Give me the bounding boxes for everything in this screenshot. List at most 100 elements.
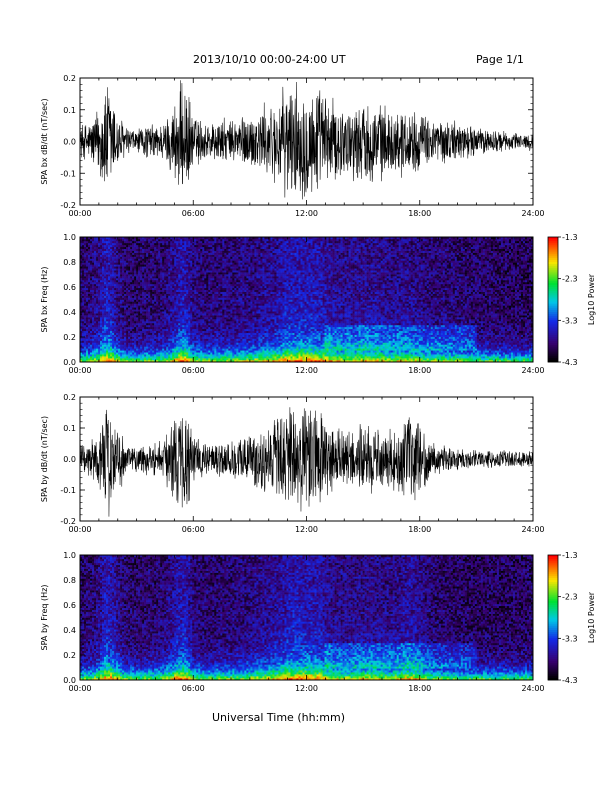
spectrogram-cell [122, 241, 124, 243]
spectrogram-cell [108, 315, 110, 317]
spectrogram-cell [204, 247, 206, 249]
spectrogram-cell [140, 352, 142, 354]
spectrogram-cell [116, 282, 118, 284]
spectrogram-cell [102, 317, 104, 319]
spectrogram-cell [192, 327, 194, 329]
spectrogram-cell [172, 325, 174, 327]
spectrogram-cell [156, 339, 158, 341]
spectrogram-cell [88, 270, 90, 272]
spectrogram-cell [132, 317, 134, 319]
spectrogram-cell [100, 247, 102, 249]
spectrogram-cell [82, 272, 84, 274]
spectrogram-cell [118, 301, 120, 303]
spectrogram-cell [130, 247, 132, 249]
spectrogram-cell [102, 249, 104, 251]
spectrogram-cell [90, 255, 92, 257]
spectrogram-cell [228, 311, 230, 313]
spectrogram-cell [98, 262, 100, 264]
spectrogram-cell [186, 348, 188, 350]
spectrogram-cell [142, 323, 144, 325]
spectrogram-cell [130, 358, 132, 360]
spectrogram-cell [94, 329, 96, 331]
spectrogram-cell [130, 243, 132, 245]
spectrogram-cell [202, 239, 204, 241]
spectrogram-cell [222, 298, 224, 300]
spectrogram-cell [108, 331, 110, 333]
spectrogram-cell [202, 325, 204, 327]
spectrogram-cell [136, 317, 138, 319]
spectrogram-cell [164, 286, 166, 288]
spectrogram-cell [230, 251, 232, 253]
spectrogram-cell [156, 262, 158, 264]
spectrogram-cell [178, 323, 180, 325]
spectrogram-cell [104, 327, 106, 329]
spectrogram-cell [168, 282, 170, 284]
spectrogram-cell [90, 344, 92, 346]
spectrogram-cell [168, 307, 170, 309]
spectrogram-cell [156, 327, 158, 329]
spectrogram-cell [148, 309, 150, 311]
spectrogram-cell [196, 305, 198, 307]
spectrogram-cell [118, 311, 120, 313]
spectrogram-cell [154, 317, 156, 319]
spectrogram-cell [214, 305, 216, 307]
spectrogram-cell [116, 319, 118, 321]
spectrogram-cell [184, 329, 186, 331]
spectrogram-cell [192, 253, 194, 255]
spectrogram-cell [150, 286, 152, 288]
spectrogram-cell [124, 264, 126, 266]
spectrogram-cell [174, 354, 176, 356]
spectrogram-cell [204, 323, 206, 325]
spectrogram-cell [190, 272, 192, 274]
spectrogram-cell [154, 245, 156, 247]
spectrogram-cell [114, 294, 116, 296]
spectrogram-cell [144, 284, 146, 286]
spectrogram-cell [168, 294, 170, 296]
spectrogram-cell [110, 296, 112, 298]
spectrogram-cell [164, 253, 166, 255]
spectrogram-cell [178, 335, 180, 337]
spectrogram-cell [100, 278, 102, 280]
spectrogram-cell [232, 356, 234, 358]
spectrogram-cell [190, 300, 192, 302]
spectrogram-cell [182, 294, 184, 296]
spectrogram-cell [196, 288, 198, 290]
spectrogram-cell [102, 311, 104, 313]
spectrogram-cell [92, 348, 94, 350]
spectrogram-cell [202, 344, 204, 346]
spectrogram-cell [84, 358, 86, 360]
spectrogram-cell [202, 321, 204, 323]
spectrogram-cell [188, 280, 190, 282]
spectrogram-cell [90, 284, 92, 286]
spectrogram-cell [214, 262, 216, 264]
spectrogram-cell [90, 243, 92, 245]
spectrogram-cell [180, 307, 182, 309]
spectrogram-cell [132, 251, 134, 253]
spectrogram-cell [200, 296, 202, 298]
spectrogram-cell [132, 301, 134, 303]
spectrogram-cell [146, 356, 148, 358]
spectrogram-cell [230, 352, 232, 354]
spectrogram-cell [122, 286, 124, 288]
spectrogram-cell [180, 260, 182, 262]
spectrogram-cell [134, 319, 136, 321]
spectrogram-cell [92, 284, 94, 286]
spectrogram-cell [220, 260, 222, 262]
spectrogram-cell [182, 337, 184, 339]
spectrogram-cell [132, 292, 134, 294]
spectrogram-cell [152, 300, 154, 302]
spectrogram-cell [124, 303, 126, 305]
spectrogram-cell [114, 278, 116, 280]
spectrogram-cell [156, 253, 158, 255]
spectrogram-cell [134, 258, 136, 260]
spectrogram-cell [112, 358, 114, 360]
spectrogram-cell [104, 257, 106, 259]
spectrogram-cell [136, 282, 138, 284]
spectrogram-cell [140, 344, 142, 346]
spectrogram-cell [134, 341, 136, 343]
spectrogram-cell [92, 335, 94, 337]
spectrogram-cell [224, 321, 226, 323]
spectrogram-cell [186, 354, 188, 356]
spectrogram-cell [198, 303, 200, 305]
spectrogram-cell [188, 325, 190, 327]
